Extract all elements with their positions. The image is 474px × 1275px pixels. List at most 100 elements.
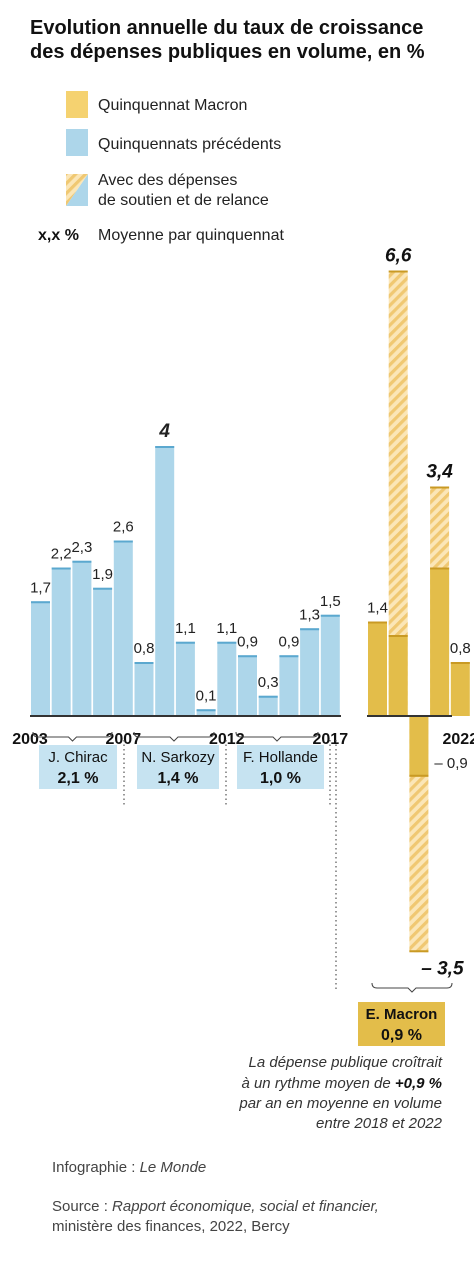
bar-top-2008	[134, 662, 154, 664]
bar-2011	[196, 709, 216, 716]
quinquennat-averages: J. Chirac 2,1 % N. Sarkozy 1,4 % F. Hollande…	[32, 731, 453, 1046]
average-box-f-hollande	[237, 745, 324, 789]
chart-title-line-2: des dépenses publiques en volume, en %	[30, 41, 425, 63]
credit-infographie: Infographie : Le Monde	[52, 1159, 206, 1176]
credit-infographie-name: Le Monde	[140, 1159, 207, 1176]
average-value-n-sarkozy: 1,4 %	[158, 770, 199, 787]
value-label-relance-2020: – 3,5	[421, 958, 464, 979]
legend-average-symbol: x,x %	[38, 227, 79, 244]
bar-top-2012	[217, 641, 237, 644]
bar-2014	[258, 695, 278, 716]
legend-label-relance-2: de soutien et de relance	[98, 192, 269, 209]
bar-2010	[175, 641, 195, 716]
bar-2016	[300, 628, 320, 716]
bar-top-2003	[31, 601, 50, 604]
bars: 1,72,2 2,31,92,60,841,10,11,10,90,30,91,3…	[30, 246, 471, 980]
value-label-2010: 1,1	[175, 620, 196, 637]
annotation-line-2-text: à un rythme moyen de	[241, 1075, 394, 1092]
x-tick-2012: 2012	[209, 731, 245, 748]
x-tick-2007: 2007	[106, 731, 142, 748]
value-label-2013: 0,9	[237, 633, 258, 650]
value-label-2022: 0,8	[450, 640, 471, 657]
bar-top-2004	[51, 567, 71, 570]
average-value-f-hollande: 1,0 %	[260, 770, 301, 787]
value-label-2006: 1,9	[92, 566, 113, 583]
legend-label-previous: Quinquennats précédents	[98, 136, 281, 153]
bar-top-2014	[258, 695, 278, 698]
average-name-n-sarkozy: N. Sarkozy	[141, 749, 215, 766]
bracket-e-macron	[371, 982, 453, 993]
legend-swatch-macron	[66, 91, 88, 118]
bar-2006	[93, 587, 113, 716]
legend-swatch-relance-hatch	[66, 174, 88, 206]
credit-source-italic: Rapport économique, social et financier,	[112, 1198, 379, 1215]
bar-relance-2019	[388, 270, 408, 716]
value-label-2011: 0,1	[196, 687, 217, 704]
x-tick-2017: 2017	[313, 731, 349, 748]
legend-average-label: Moyenne par quinquennat	[98, 227, 284, 244]
value-label-2020: – 0,9	[434, 755, 467, 772]
bracket-f-hollande	[235, 731, 319, 742]
bar-2003	[31, 601, 50, 716]
value-label-2016: 1,3	[299, 606, 320, 623]
credit-infographie-pre: Infographie :	[52, 1159, 140, 1176]
value-label-2003: 1,7	[30, 579, 51, 596]
bar-relance-edge-2020	[409, 950, 429, 953]
chart-title-line-1: Evolution annuelle du taux de croissance	[30, 17, 424, 39]
bar-macron-2019	[388, 635, 408, 716]
credit-source-2: ministère des finances, 2022, Bercy	[52, 1218, 290, 1235]
average-name-e-macron: E. Macron	[366, 1006, 438, 1023]
average-value-e-macron: 0,9 %	[381, 1027, 422, 1044]
value-label-2014: 0,3	[258, 674, 279, 691]
bar-macron-2018	[368, 621, 387, 716]
average-name-j-chirac: J. Chirac	[48, 749, 108, 766]
average-box-e-macron	[358, 1002, 445, 1046]
annotation: La dépense publique croîtrait à un rythm…	[238, 1054, 442, 1132]
x-tick-2003: 2003	[12, 731, 48, 748]
bar-macron-2021	[430, 567, 450, 716]
credit-source-1: Source : Rapport économique, social et f…	[52, 1198, 379, 1215]
bar-macron-edge-2022	[450, 662, 470, 664]
annotation-line-3: par an en moyenne en volume	[238, 1095, 442, 1112]
bar-top-2006	[93, 587, 113, 590]
bar-top-2009	[155, 446, 175, 448]
average-box-j-chirac	[39, 745, 117, 789]
credit-source-pre: Source :	[52, 1198, 112, 1215]
bar-2009	[155, 446, 175, 716]
axis-line-right	[367, 715, 452, 717]
bar-relance-edge-2019	[388, 270, 408, 273]
bar-macron-2022	[450, 662, 470, 716]
bar-top-2017	[320, 614, 340, 617]
annotation-line-4: entre 2018 et 2022	[316, 1115, 443, 1132]
value-label-2004: 2,2	[51, 546, 72, 563]
value-label-relance-2021: 3,4	[426, 462, 453, 483]
legend-label-relance-1: Avec des dépenses	[98, 172, 237, 189]
bar-top-2011	[196, 709, 216, 712]
axis-line-left	[30, 715, 341, 717]
bar-2005	[72, 560, 92, 716]
bar-2013	[238, 655, 257, 716]
bar-top-2010	[175, 641, 195, 644]
average-box-n-sarkozy	[137, 745, 219, 789]
bar-top-2016	[300, 628, 320, 631]
bar-top-2005	[72, 560, 92, 563]
annotation-line-2-bold: +0,9 %	[395, 1075, 442, 1092]
legend: Quinquennat Macron Quinquennats précéden…	[38, 91, 284, 244]
average-value-j-chirac: 2,1 %	[58, 770, 99, 787]
average-name-f-hollande: F. Hollande	[243, 749, 318, 766]
bar-top-2007	[113, 540, 133, 543]
bar-top-2013	[238, 655, 257, 658]
value-label-2017: 1,5	[320, 593, 341, 610]
bar-2004	[51, 567, 71, 716]
value-label-2018: 1,4	[367, 600, 388, 617]
bar-macron-edge-2019	[388, 635, 408, 637]
bar-2015	[279, 655, 299, 716]
bar-relance-edge-2021	[430, 486, 450, 489]
bar-2008	[134, 662, 154, 716]
value-label-2008: 0,8	[134, 640, 155, 657]
bracket-j-chirac	[32, 731, 113, 742]
value-label-2007: 2,6	[113, 519, 134, 536]
value-label-2005: 2,3	[71, 539, 92, 556]
bar-macron-edge-2020	[409, 774, 429, 777]
